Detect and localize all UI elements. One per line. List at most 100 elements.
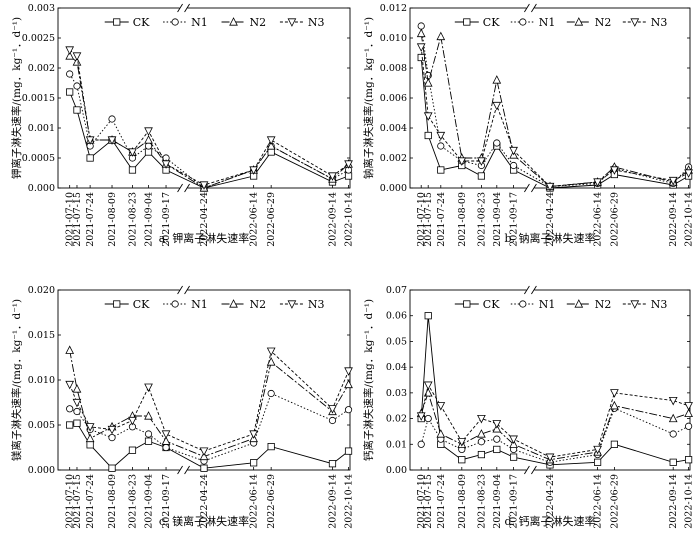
y-tick-label: 0.002: [380, 153, 407, 164]
data-point-N3: [266, 347, 276, 357]
series-N2: [65, 345, 353, 461]
x-tick-label: 2021-09-04: [492, 192, 503, 247]
data-point-N3: [668, 396, 678, 406]
x-tick-label: 2022-09-14: [668, 474, 679, 529]
legend-marker-N1: [171, 18, 179, 26]
y-tick-label: 0.005: [28, 420, 55, 431]
y-tick-label: 0.0025: [22, 33, 55, 44]
legend: CK N1 N2 N3: [104, 16, 325, 29]
data-point-N1: [66, 405, 74, 413]
x-tick-label: 2021-09-17: [509, 474, 520, 529]
data-point-N3: [436, 131, 446, 141]
data-point-N3: [610, 166, 619, 175]
data-point-N2: [610, 400, 619, 410]
data-point-CK: [128, 166, 137, 174]
legend-marker-N3: [630, 300, 640, 309]
legend-label: CK: [483, 16, 500, 29]
legend: CK N1 N2 N3: [454, 16, 668, 29]
y-tick-label: 0.015: [28, 330, 55, 341]
legend-marker-CK: [463, 300, 471, 308]
data-point-N1: [417, 22, 425, 30]
data-point-N2: [423, 78, 433, 87]
y-tick-label: 0.000: [380, 183, 407, 194]
x-tick-label: 2021-07-10: [416, 474, 427, 529]
data-point-N1: [669, 430, 677, 438]
x-tick-label: 2021-07-24: [436, 192, 447, 247]
data-point-N3: [199, 447, 209, 456]
data-point-N3: [85, 136, 95, 145]
series-line-N3: [420, 46, 689, 187]
data-point-N2: [144, 135, 153, 144]
legend-label: N2: [595, 298, 612, 311]
data-point-N3: [328, 405, 337, 414]
data-point-N1: [344, 406, 353, 414]
x-tick-label: 2021-07-24: [436, 474, 447, 529]
data-point-N1: [424, 414, 432, 423]
data-point-N1: [417, 440, 425, 448]
data-point-N3: [593, 445, 602, 455]
legend-marker-N2: [574, 299, 584, 308]
data-point-N3: [492, 101, 502, 111]
legend-marker-N2: [229, 17, 238, 26]
plot-frame: [409, 7, 691, 189]
x-tick-label: 2022-06-29: [609, 474, 620, 529]
panel-caption: c. 镁离子淋失速率: [159, 514, 249, 528]
axis-break-mark: [177, 285, 183, 295]
data-point-N3: [65, 46, 75, 55]
data-point-N1: [73, 407, 81, 416]
x-tick-label: 2022-10-14: [684, 192, 695, 247]
data-point-CK: [424, 312, 432, 320]
x-tick-label: 2022-06-14: [593, 192, 604, 247]
legend-label: N1: [539, 16, 556, 29]
y-tick-label: 0.00: [386, 465, 407, 476]
data-point-CK: [424, 131, 432, 140]
axis-break-mark: [184, 183, 190, 193]
series-line-N2: [69, 350, 349, 457]
series-CK: [417, 53, 693, 192]
y-tick-label: 0.010: [28, 375, 55, 386]
x-tick-label: 2022-10-14: [344, 474, 355, 529]
data-point-CK: [108, 464, 116, 472]
series-N3: [65, 347, 353, 456]
legend-label: N2: [250, 298, 267, 311]
data-point-CK: [144, 437, 153, 445]
legend-label: N3: [651, 16, 668, 29]
data-point-CK: [477, 172, 486, 180]
data-point-N2: [72, 384, 82, 393]
y-tick-label: 0.020: [28, 285, 55, 296]
x-tick-label: 2021-08-23: [476, 474, 487, 529]
x-tick-label: 2021-07-10: [65, 192, 76, 247]
data-point-N2: [344, 379, 353, 389]
y-axis-label: 钾离子淋失速率/(mg．kg⁻¹．d⁻¹): [10, 17, 23, 179]
legend: CK N1 N2 N3: [104, 298, 325, 311]
x-tick-label: 2021-09-17: [509, 192, 520, 247]
legend-label: N2: [595, 16, 612, 29]
y-tick-label: 0.000: [28, 183, 55, 194]
x-tick-label: 2021-09-17: [161, 192, 172, 247]
x-tick-label: 2022-06-29: [266, 474, 277, 529]
data-point-N1: [108, 433, 116, 442]
panel-caption: d. 钙离子淋失速率: [504, 514, 595, 528]
y-tick-label: 0.012: [380, 3, 407, 14]
data-point-N3: [72, 398, 82, 408]
series-line-N2: [420, 33, 689, 187]
x-tick-label: 2021-09-04: [144, 192, 155, 247]
series-line-CK: [69, 91, 349, 189]
x-tick-label: 2022-09-14: [327, 474, 338, 529]
x-tick-label: 2021-07-15: [72, 192, 83, 247]
axis-break-mark: [524, 285, 530, 295]
data-point-N3: [416, 412, 426, 421]
x-tick-label: 2022-06-29: [266, 192, 277, 247]
data-point-N2: [668, 413, 678, 423]
axis-break-mark: [524, 183, 530, 193]
y-tick-label: 0.006: [380, 93, 407, 104]
x-tick-label: 2021-08-23: [127, 474, 138, 529]
data-point-N3: [161, 430, 171, 439]
data-point-N1: [162, 443, 170, 452]
legend: CK N1 N2 N3: [454, 298, 667, 311]
plot-frame: [57, 7, 351, 189]
data-point-N2: [144, 411, 153, 420]
x-tick-label: 2022-04-24: [199, 192, 210, 247]
x-tick-label: 2021-09-04: [144, 474, 155, 529]
